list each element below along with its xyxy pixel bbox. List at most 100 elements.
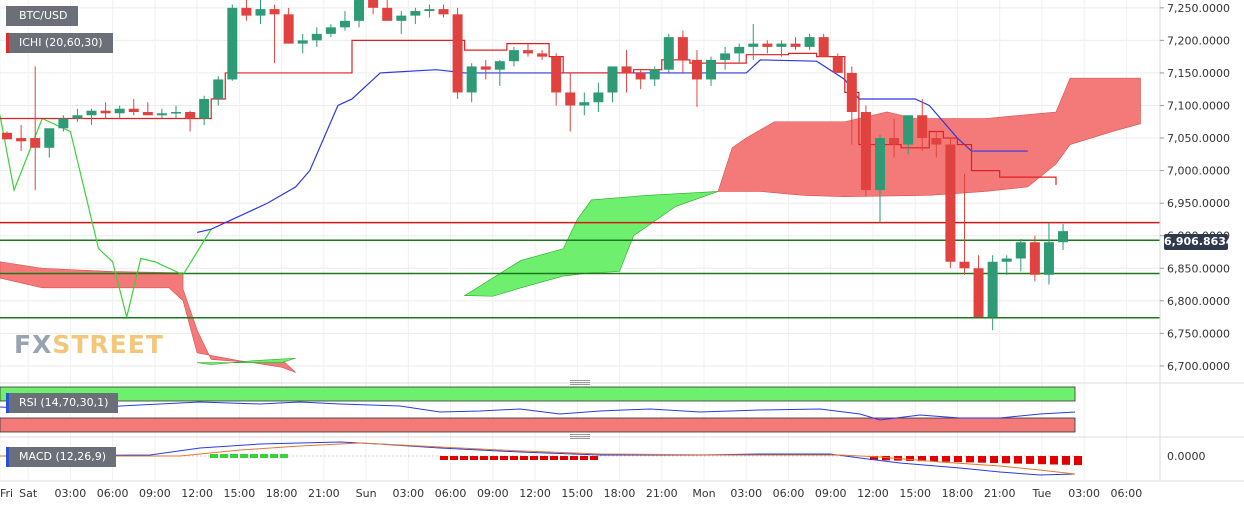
candle-body xyxy=(635,72,646,80)
macd-histogram-bar xyxy=(1038,456,1046,465)
macd-histogram-bar xyxy=(250,454,258,458)
x-tick-label: Fri xyxy=(0,487,13,500)
rsi-oversold-zone xyxy=(0,417,1076,433)
macd-histogram-bar xyxy=(966,456,974,463)
candle-body xyxy=(663,37,674,70)
candle-body xyxy=(579,102,590,106)
candle-body xyxy=(156,113,167,116)
candle-body xyxy=(185,111,196,119)
macd-histogram-bar xyxy=(260,454,268,458)
current-price-tag: 6,906.8634 xyxy=(1164,234,1234,250)
x-tick-label: Tue xyxy=(1032,487,1052,500)
candle-body xyxy=(114,108,125,114)
macd-histogram-bar xyxy=(882,456,890,461)
candle-body xyxy=(762,43,773,47)
macd-histogram-bar xyxy=(1014,456,1022,464)
candle-body xyxy=(100,110,111,114)
ichimoku-indicator-label[interactable]: ICHI (20,60,30) xyxy=(6,33,113,53)
macd-histogram-bar xyxy=(954,456,962,463)
macd-line xyxy=(0,441,1076,476)
candle-body xyxy=(494,61,505,70)
candle-body xyxy=(44,128,55,148)
candle-body xyxy=(1058,231,1069,243)
candle-body xyxy=(86,110,97,116)
candle-body xyxy=(325,27,336,34)
candle-body xyxy=(649,69,660,80)
candle-body xyxy=(438,9,449,15)
macd-histogram-bar xyxy=(590,456,598,460)
watermark-street: STREET xyxy=(52,330,164,359)
candle-body xyxy=(452,14,463,93)
candle-body xyxy=(706,59,717,80)
candle-body xyxy=(593,92,604,103)
x-tick-label: 06:00 xyxy=(773,487,805,500)
macd-histogram-bar xyxy=(510,456,518,460)
candle-body xyxy=(227,7,238,80)
y-tick-label: 6,950.0000 xyxy=(1167,197,1230,210)
macd-histogram-bar xyxy=(942,456,950,462)
y-tick-label: 7,100.0000 xyxy=(1167,99,1230,112)
x-tick-label: Sat xyxy=(19,487,38,500)
macd-histogram-bar xyxy=(480,456,488,460)
candle-body xyxy=(508,50,519,62)
macd-indicator-label[interactable]: MACD (12,26,9) xyxy=(6,447,117,467)
x-tick-label: 06:00 xyxy=(435,487,467,500)
candle-body xyxy=(241,7,252,16)
candle-body xyxy=(213,79,224,99)
pane-resize-handle[interactable] xyxy=(570,434,590,439)
x-tick-label: 15:00 xyxy=(561,487,593,500)
candle-body xyxy=(945,144,956,262)
candle-body xyxy=(171,111,181,114)
cloud-segment-bull xyxy=(463,191,719,297)
macd-histogram-bar xyxy=(440,456,448,460)
candle-body xyxy=(889,138,900,145)
symbol-label[interactable]: BTC/USD xyxy=(6,6,78,26)
candle-body xyxy=(16,138,27,142)
x-tick-label: 12:00 xyxy=(519,487,551,500)
cloud-segment-bull xyxy=(197,357,296,365)
candle-body xyxy=(607,66,618,93)
macd-histogram-bar xyxy=(240,454,248,458)
candle-body xyxy=(748,43,759,47)
candle-body xyxy=(621,66,632,73)
x-tick-label: 06:00 xyxy=(97,487,129,500)
macd-histogram-bar xyxy=(550,456,558,460)
macd-panel xyxy=(0,441,1082,476)
y-tick-label: 7,000.0000 xyxy=(1167,165,1230,178)
x-tick-label: 12:00 xyxy=(181,487,213,500)
x-tick-label: 21:00 xyxy=(984,487,1016,500)
candle-body xyxy=(523,50,533,54)
candle-body xyxy=(396,15,407,21)
candle-body xyxy=(142,111,153,116)
macd-histogram-bar xyxy=(1062,456,1070,465)
fxstreet-watermark: FXSTREET xyxy=(14,330,164,359)
candle-body xyxy=(959,261,970,269)
macd-histogram-bar xyxy=(870,456,878,460)
candle-body xyxy=(818,37,829,57)
macd-histogram-bar xyxy=(220,454,228,458)
candle-body xyxy=(875,138,885,191)
macd-histogram-bar xyxy=(1074,456,1082,466)
rsi-overbought-zone xyxy=(0,386,1076,402)
candle-body xyxy=(2,132,13,140)
pane-resize-handle[interactable] xyxy=(570,380,590,385)
candle-body xyxy=(1015,242,1026,259)
macd-histogram-bar xyxy=(500,456,508,460)
x-tick-label: 15:00 xyxy=(224,487,256,500)
x-tick-label: 18:00 xyxy=(266,487,298,500)
macd-histogram-bar xyxy=(280,454,288,458)
rsi-indicator-label[interactable]: RSI (14,70,30,1) xyxy=(6,393,119,413)
macd-histogram-bar xyxy=(520,456,528,460)
x-tick-label: 18:00 xyxy=(604,487,636,500)
macd-histogram-bar xyxy=(930,456,938,462)
macd-histogram-bar xyxy=(1026,456,1034,464)
x-tick-label: 03:00 xyxy=(1068,487,1100,500)
macd-histogram-bar xyxy=(210,454,218,458)
tenkan-sen-line xyxy=(0,39,1057,185)
kijun-sen-line xyxy=(196,59,1028,234)
macd-histogram-bar xyxy=(230,454,238,458)
candle-body xyxy=(677,37,688,60)
candle-body xyxy=(734,46,745,54)
candle-body xyxy=(537,53,548,57)
